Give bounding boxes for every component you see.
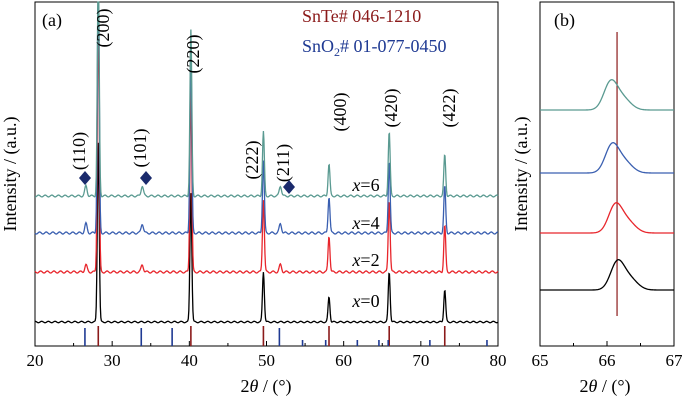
peak-label-sno2: (101)	[130, 129, 151, 168]
sno2-diamond-marker	[140, 171, 152, 185]
xrd-curve-x=4	[34, 1, 499, 235]
zoom-curve-x=0	[540, 259, 674, 291]
sno2-diamond-marker	[283, 180, 295, 194]
peak-label-snte: (200)	[93, 9, 114, 48]
series-label: x=6	[351, 175, 379, 195]
peak-label-snte: (420)	[381, 89, 402, 128]
x-tick-label: 65	[532, 351, 549, 370]
x-tick-label: 40	[181, 351, 198, 370]
x-tick-label: 60	[335, 351, 352, 370]
panel-a-ylabel: Intensity / (a.u.)	[0, 117, 21, 232]
x-tick-label: 30	[104, 351, 121, 370]
peak-label-sno2: (211)	[273, 144, 294, 182]
series-label: x=2	[351, 250, 379, 270]
zoom-curve-x=2	[540, 202, 674, 234]
panel-b-frame	[539, 1, 675, 347]
zoom-curve-x=6	[540, 79, 674, 111]
x-tick-label: 20	[27, 351, 44, 370]
series-label: x=0	[351, 291, 379, 311]
legend-snte: SnTe# 046-1210	[302, 6, 421, 26]
peak-label-snte: (400)	[330, 93, 351, 132]
xrd-curve-x=6	[34, 1, 499, 198]
panel-b: (b) Intensity / (a.u.) 2θ / (°) 65 66 67	[511, 1, 684, 397]
panel-b-ylabel: Intensity / (a.u.)	[511, 117, 532, 232]
x-tick-label: 80	[490, 351, 507, 370]
legend-sno2: SnO2# 01-077-0450	[302, 36, 447, 59]
peak-label-sno2: (110)	[69, 132, 90, 170]
peak-label-snte: (220)	[183, 35, 204, 74]
xrd-curve-x=2	[34, 12, 499, 274]
panel-a: (a) Intensity / (a.u.) 2θ / (°) SnTe# 04…	[0, 1, 507, 397]
x-tick-label: 70	[412, 351, 429, 370]
panel-a-xlabel: 2θ / (°)	[240, 376, 291, 397]
xrd-curve-x=0	[34, 142, 499, 324]
panel-b-tag: (b)	[554, 10, 575, 31]
panel-a-tag: (a)	[42, 10, 62, 31]
x-tick-label: 67	[666, 351, 684, 370]
peak-label-snte: (422)	[439, 89, 460, 128]
peak-label-snte: (222)	[242, 141, 263, 180]
sno2-diamond-marker	[79, 171, 91, 185]
zoom-curve-x=4	[540, 142, 674, 174]
series-label: x=4	[351, 213, 379, 233]
x-tick-label: 66	[599, 351, 616, 370]
panel-b-xlabel: 2θ / (°)	[579, 376, 630, 397]
x-tick-label: 50	[258, 351, 275, 370]
